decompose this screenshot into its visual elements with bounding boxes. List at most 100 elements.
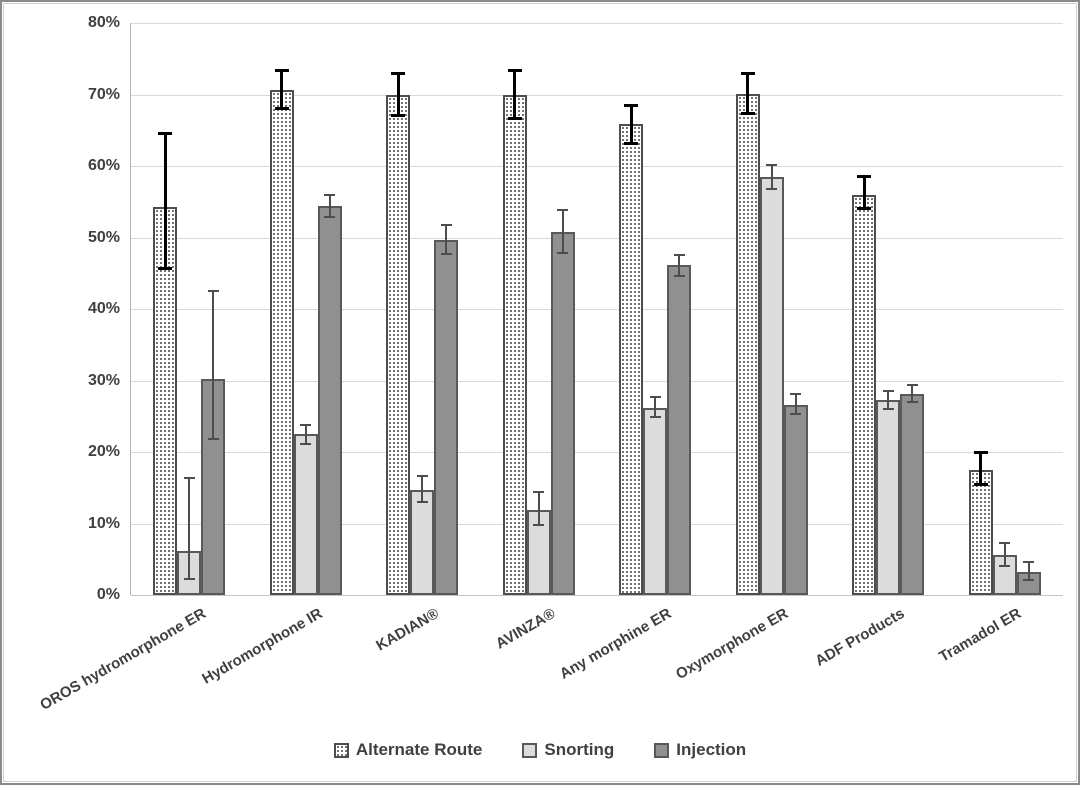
error-bar-cap [300,423,312,426]
bar-injection [434,239,459,595]
legend: Alternate Route Snorting Injection [2,740,1078,760]
gridline [131,380,1063,382]
error-bar-cap [740,111,755,115]
error-bar-cap [324,215,336,218]
error-bar-cap [999,564,1011,567]
bar-alternate-route [735,93,760,595]
error-bar-cap [766,187,778,190]
error-bar-cap [440,252,452,255]
error-bar-cap [649,415,661,418]
error-bar [1027,562,1030,580]
y-axis-label: 10% [87,514,120,532]
bar-snorting [759,177,784,595]
plot-area [130,23,1063,596]
y-axis-label: 50% [87,228,120,246]
bar-injection [317,206,342,595]
legend-item-alternate-route: Alternate Route [333,740,483,760]
legend-swatch-dark-gray [654,742,670,758]
error-bar [1003,542,1006,566]
error-bar [770,164,773,189]
error-bar-cap [740,71,755,75]
bar-injection [550,231,575,595]
bar-alternate-route [386,95,411,595]
bar-alternate-route [619,123,644,595]
gridline [131,452,1063,453]
error-bar-cap [857,207,872,211]
legend-swatch-light-gray [522,742,538,758]
error-bar [979,452,983,485]
error-bar-cap [507,69,522,73]
y-axis-label: 30% [87,371,120,389]
error-bar-cap [557,209,569,212]
x-axis-label: Oxymorphone ER [673,605,792,684]
error-bar [328,195,331,217]
error-bar [513,70,517,119]
gridline [131,23,1063,24]
error-bar-cap [533,491,545,494]
x-axis-label: Hydromorphone IR [199,605,326,688]
error-bar-cap [557,252,569,255]
y-axis-label: 60% [87,157,120,174]
error-bar-cap [906,383,918,386]
error-bar-cap [507,117,522,121]
error-bar-cap [391,113,406,117]
error-bar [794,394,797,415]
error-bar [445,224,448,254]
error-bar-cap [207,290,219,293]
error-bar [887,391,890,410]
error-bar [212,291,215,440]
gridline [131,94,1063,96]
gridline [131,595,1063,596]
error-bar-cap [158,131,173,135]
bar-alternate-route [153,206,178,595]
error-bar-cap [440,223,452,226]
error-bar [537,492,540,525]
bar-alternate-route [852,194,877,595]
gridline [131,237,1063,239]
error-bar [862,176,866,209]
legend-swatch-dotted-pattern [333,742,349,758]
error-bar-cap [1023,578,1035,581]
error-bar-cap [207,438,219,441]
bar-injection [783,404,808,595]
error-bar-cap [624,103,639,107]
bar-alternate-route [968,469,993,595]
error-bar-cap [857,175,872,179]
error-bar [561,210,564,254]
error-bar-cap [790,413,802,416]
error-bar-cap [624,141,639,145]
legend-label: Injection [676,740,747,759]
x-axis-label: KADIAN® [373,605,442,655]
error-bar [188,478,191,579]
bar-injection [667,264,692,595]
error-bar [163,133,167,269]
error-bar-cap [1023,561,1035,564]
error-bar-cap [274,107,289,111]
gridline [131,523,1063,525]
gridline [131,166,1063,167]
y-axis-label: 20% [87,443,120,460]
error-bar [421,476,424,503]
error-bar-cap [416,475,428,478]
error-bar [911,384,914,402]
error-bar-cap [973,482,988,486]
error-bar [280,70,284,109]
legend-label: Alternate Route [355,740,483,759]
y-axis-label: 80% [87,14,120,31]
legend-label: Snorting [544,740,615,759]
x-axis-label: OROS hydromorphone ER [37,605,209,714]
error-bar-cap [183,577,195,580]
x-axis-label: Any morphine ER [557,605,675,683]
bar-snorting [876,399,901,595]
x-axis-label: ADF Products [812,605,908,670]
error-bar [678,254,681,277]
error-bar-cap [274,68,289,72]
bar-snorting [410,489,435,595]
error-bar-cap [649,395,661,398]
error-bar-cap [158,266,173,270]
error-bar-cap [673,275,685,278]
bar-injection [900,394,925,595]
bar-alternate-route [502,95,527,595]
error-bar [654,396,657,417]
error-bar-cap [324,194,336,197]
